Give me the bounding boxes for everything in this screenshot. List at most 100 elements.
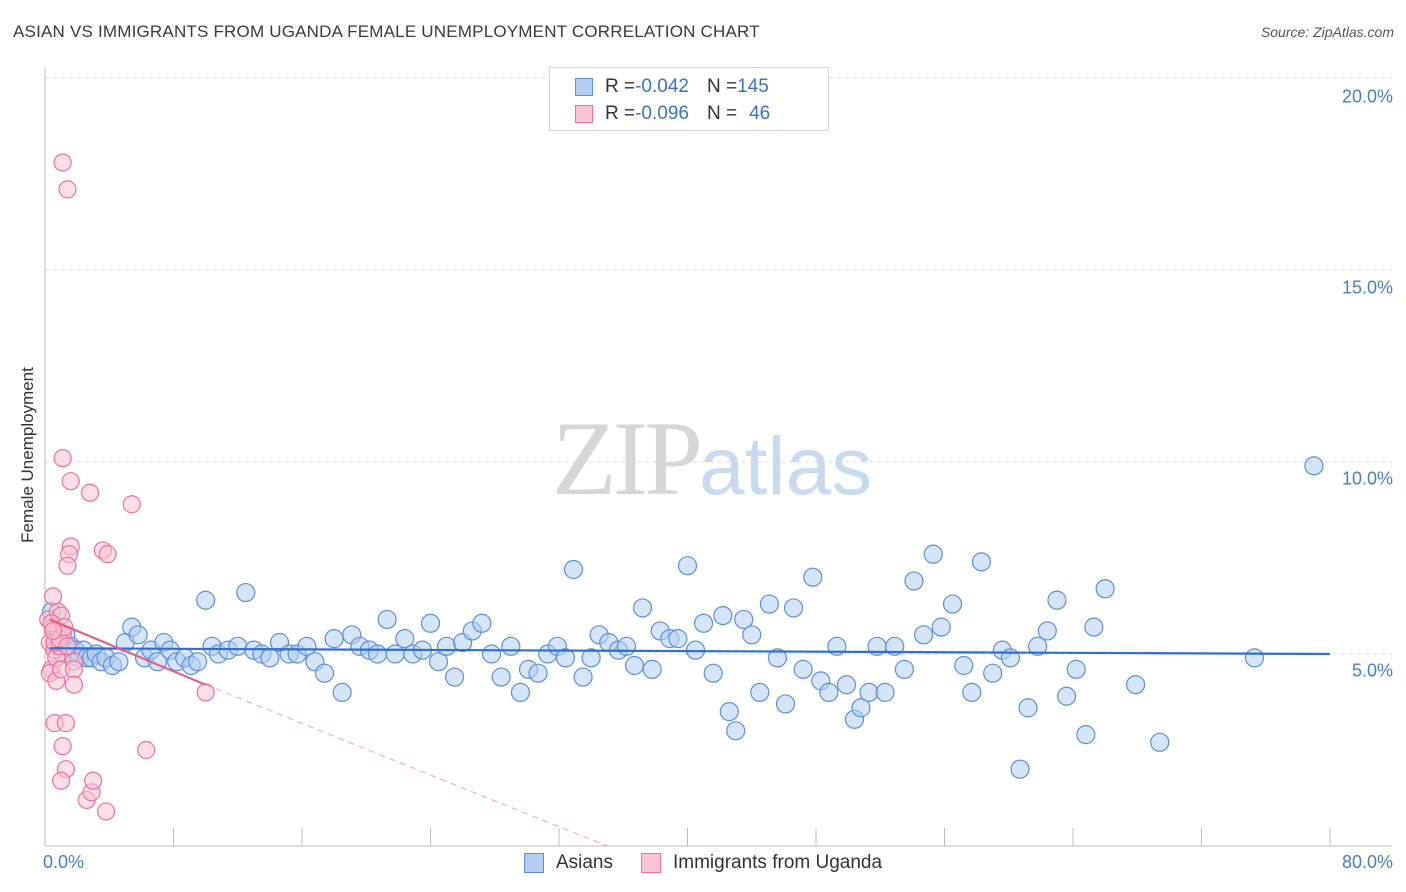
legend-row-asians: R = -0.042 N = 145 bbox=[575, 75, 769, 99]
point-asians bbox=[377, 609, 397, 630]
legend-n-label: N = bbox=[706, 76, 738, 97]
point-asians bbox=[367, 644, 388, 664]
point-asians bbox=[1018, 698, 1038, 718]
point-asians bbox=[742, 625, 762, 645]
y-tick-label-5: 5.0% bbox=[1351, 660, 1393, 681]
point-asians bbox=[1056, 686, 1077, 706]
point-asians bbox=[581, 648, 601, 668]
point-asians bbox=[1126, 675, 1146, 695]
point-asians bbox=[859, 682, 879, 703]
point-immigrants-from-uganda bbox=[84, 771, 103, 790]
point-asians bbox=[1095, 579, 1115, 599]
point-immigrants-from-uganda bbox=[51, 771, 71, 790]
point-asians bbox=[436, 636, 457, 656]
series-legend: Asians Immigrants from Uganda bbox=[0, 852, 1406, 874]
point-asians bbox=[1304, 456, 1324, 476]
legend-swatch-asians bbox=[523, 853, 544, 873]
point-asians bbox=[491, 667, 511, 687]
point-asians bbox=[693, 613, 714, 633]
point-immigrants-from-uganda bbox=[61, 472, 80, 491]
point-immigrants-from-uganda bbox=[58, 637, 77, 656]
point-asians bbox=[719, 701, 739, 722]
point-immigrants-from-uganda bbox=[80, 483, 100, 502]
point-asians bbox=[775, 694, 796, 714]
point-asians bbox=[703, 663, 723, 683]
point-asians bbox=[332, 682, 352, 703]
point-asians bbox=[624, 655, 645, 676]
point-asians bbox=[1010, 759, 1030, 779]
point-asians bbox=[528, 663, 548, 683]
point-asians bbox=[385, 644, 405, 664]
point-asians bbox=[1244, 648, 1265, 668]
legend-r-value-uganda: -0.096 bbox=[635, 103, 689, 124]
legend-swatch-asians bbox=[575, 78, 593, 96]
point-asians bbox=[942, 594, 963, 614]
chart-title: ASIAN VS IMMIGRANTS FROM UGANDA FEMALE U… bbox=[13, 22, 760, 41]
legend-item-asians: Asians bbox=[523, 852, 613, 874]
point-immigrants-from-uganda bbox=[137, 740, 156, 760]
point-asians bbox=[481, 644, 502, 664]
legend-swatch-uganda bbox=[575, 105, 593, 123]
point-immigrants-from-uganda bbox=[98, 545, 117, 564]
point-asians bbox=[555, 648, 576, 668]
point-immigrants-from-uganda bbox=[43, 587, 63, 606]
point-immigrants-from-uganda bbox=[56, 714, 75, 733]
point-asians bbox=[1076, 725, 1096, 745]
point-immigrants-from-uganda bbox=[64, 675, 84, 694]
y-tick-label-10: 10.0% bbox=[1341, 468, 1393, 489]
point-asians bbox=[836, 675, 857, 695]
trend-line-asians bbox=[49, 647, 1331, 656]
point-asians bbox=[428, 652, 449, 672]
point-asians bbox=[734, 609, 754, 630]
point-asians bbox=[793, 659, 813, 679]
point-asians bbox=[472, 613, 492, 633]
point-asians bbox=[904, 571, 924, 591]
point-asians bbox=[314, 663, 335, 683]
point-asians bbox=[444, 667, 465, 687]
point-asians bbox=[632, 598, 653, 618]
legend-label-asians: Asians bbox=[555, 852, 613, 873]
y-tick-label-15: 15.0% bbox=[1341, 277, 1393, 298]
watermark-zip: ZIP bbox=[552, 400, 703, 517]
point-asians bbox=[851, 698, 871, 718]
point-asians bbox=[573, 667, 593, 687]
watermark-atlas: atlas bbox=[699, 421, 873, 512]
point-asians bbox=[128, 625, 148, 645]
point-immigrants-from-uganda bbox=[53, 153, 72, 172]
point-asians bbox=[885, 636, 905, 656]
point-asians bbox=[962, 682, 982, 703]
point-immigrants-from-uganda bbox=[58, 180, 77, 199]
point-asians bbox=[260, 648, 280, 668]
legend-swatch-uganda bbox=[640, 853, 661, 873]
point-asians bbox=[228, 636, 248, 656]
point-asians bbox=[1028, 636, 1048, 656]
point-immigrants-from-uganda bbox=[196, 683, 215, 702]
point-immigrants-from-uganda bbox=[96, 802, 116, 821]
point-asians bbox=[923, 544, 943, 564]
point-asians bbox=[983, 663, 1003, 683]
y-axis-label: Female Unemployment bbox=[18, 367, 37, 543]
point-asians bbox=[187, 652, 208, 672]
legend-n-value-uganda: 46 bbox=[749, 103, 771, 124]
point-asians bbox=[783, 598, 804, 618]
point-immigrants-from-uganda bbox=[58, 556, 77, 575]
point-immigrants-from-uganda bbox=[64, 660, 84, 679]
legend-item-uganda: Immigrants from Uganda bbox=[640, 852, 882, 874]
point-asians bbox=[420, 613, 441, 633]
point-immigrants-from-uganda bbox=[43, 621, 63, 641]
point-asians bbox=[616, 636, 637, 656]
legend-r-value-asians: -0.042 bbox=[635, 76, 689, 97]
point-asians bbox=[501, 636, 521, 656]
point-asians bbox=[914, 625, 934, 645]
point-asians bbox=[236, 582, 256, 603]
point-asians bbox=[713, 605, 733, 626]
watermark: ZIPatlas bbox=[552, 398, 872, 520]
point-asians bbox=[1047, 590, 1067, 610]
point-asians bbox=[677, 556, 698, 576]
point-asians bbox=[726, 721, 746, 741]
y-tick-label-20: 20.0% bbox=[1341, 86, 1393, 107]
point-asians bbox=[324, 629, 344, 649]
point-immigrants-from-uganda bbox=[53, 737, 72, 756]
point-asians bbox=[668, 629, 688, 649]
point-immigrants-from-uganda bbox=[53, 449, 72, 468]
